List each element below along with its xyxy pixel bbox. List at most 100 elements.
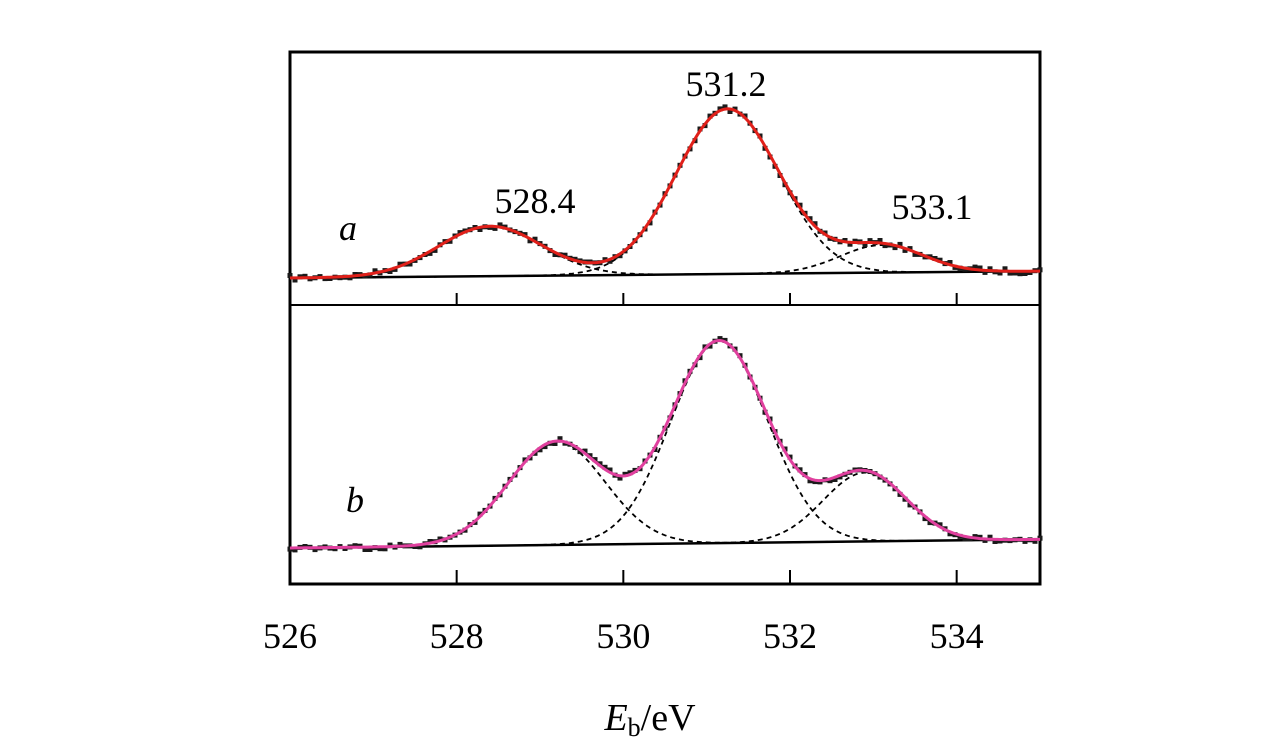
curve-label-a: a xyxy=(339,208,357,248)
data-point xyxy=(557,436,563,442)
data-point xyxy=(397,541,403,547)
panel-b: b xyxy=(287,336,1043,553)
data-point xyxy=(477,511,483,517)
data-point xyxy=(847,241,853,247)
component-peak xyxy=(290,471,1040,549)
data-point xyxy=(562,252,568,258)
data-point xyxy=(937,522,943,528)
data-point xyxy=(292,547,298,553)
data-point xyxy=(347,275,353,281)
data-point xyxy=(577,449,583,455)
component-peak xyxy=(290,340,1040,549)
data-point xyxy=(912,251,918,257)
data-point xyxy=(417,544,423,550)
fit-envelope xyxy=(290,338,1040,550)
data-point xyxy=(982,269,988,275)
data-point xyxy=(607,258,613,264)
data-point xyxy=(607,467,613,473)
x-tick-label: 528 xyxy=(430,616,484,656)
data-point xyxy=(897,241,903,247)
data-point xyxy=(407,261,413,267)
data-point xyxy=(1022,271,1028,276)
data-point xyxy=(812,221,818,227)
data-point xyxy=(432,247,438,253)
data-point xyxy=(627,470,633,476)
peak-label: 533.1 xyxy=(892,187,973,227)
x-axis-title: Eb/eV xyxy=(603,697,696,740)
data-point xyxy=(882,243,888,249)
data-point xyxy=(437,536,443,542)
data-point xyxy=(492,225,498,231)
data-point xyxy=(832,477,838,482)
data-point xyxy=(427,539,433,544)
data-point xyxy=(892,245,898,251)
background-line xyxy=(289,269,1041,280)
data-point xyxy=(387,269,393,274)
x-axis-title-sub: b xyxy=(628,713,641,740)
panel-a: a 528.4 531.2 533.1 xyxy=(287,64,1043,283)
peak-label: 528.4 xyxy=(495,181,576,221)
data-point xyxy=(367,547,373,552)
data-point xyxy=(617,475,623,481)
data-point xyxy=(997,270,1003,276)
curve-label-b: b xyxy=(346,480,364,520)
data-point xyxy=(907,502,913,508)
x-tick-label: 530 xyxy=(596,616,650,656)
data-point xyxy=(537,447,543,453)
data-point xyxy=(1032,538,1038,544)
data-point xyxy=(987,266,993,272)
data-point xyxy=(922,516,928,522)
data-point xyxy=(362,547,368,552)
data-point xyxy=(457,230,463,236)
data-point xyxy=(497,222,503,228)
data-point xyxy=(532,236,538,242)
plot-border xyxy=(288,50,1042,586)
data-point xyxy=(1002,266,1008,272)
data-point xyxy=(902,247,908,253)
data-point xyxy=(947,531,953,537)
data-point xyxy=(312,547,318,553)
data-point xyxy=(617,253,623,259)
x-axis-title-unit: /eV xyxy=(641,697,696,739)
data-point xyxy=(987,534,993,540)
x-axis-title-main: E xyxy=(603,697,627,739)
component-peak xyxy=(289,225,1040,279)
data-point xyxy=(1007,270,1013,276)
data-point xyxy=(1017,271,1023,277)
data-point xyxy=(602,464,608,470)
data-point xyxy=(622,471,628,477)
data-point xyxy=(377,546,383,552)
data-point xyxy=(552,252,558,257)
data-point xyxy=(397,261,403,267)
data-point xyxy=(582,448,588,454)
data-point xyxy=(372,268,378,274)
panels: a 528.4 531.2 533.1 b xyxy=(287,64,1043,553)
data-point xyxy=(722,104,728,110)
peak-label: 531.2 xyxy=(686,64,767,104)
data-point xyxy=(382,546,388,552)
data-point xyxy=(477,227,483,232)
data-point xyxy=(862,242,868,247)
data-point xyxy=(1022,538,1028,544)
x-axis-ticks: 526 528 530 532 534 xyxy=(263,293,984,656)
data-point xyxy=(717,106,723,112)
x-tick-label: 534 xyxy=(930,616,984,656)
data-point xyxy=(552,441,558,446)
data-point xyxy=(707,343,713,349)
data-point xyxy=(867,238,873,244)
data-point xyxy=(427,250,433,256)
data-point xyxy=(717,336,723,342)
data-point xyxy=(287,273,293,278)
plot-frame xyxy=(288,50,1042,586)
data-point xyxy=(807,478,813,484)
data-point xyxy=(827,478,833,484)
x-tick-label: 532 xyxy=(763,616,817,656)
fit-envelope xyxy=(289,107,1040,280)
data-point xyxy=(992,539,998,544)
data-point xyxy=(927,520,933,526)
data-point xyxy=(527,238,533,244)
data-point xyxy=(977,265,983,271)
data-point xyxy=(292,277,298,283)
data-point xyxy=(542,444,548,450)
